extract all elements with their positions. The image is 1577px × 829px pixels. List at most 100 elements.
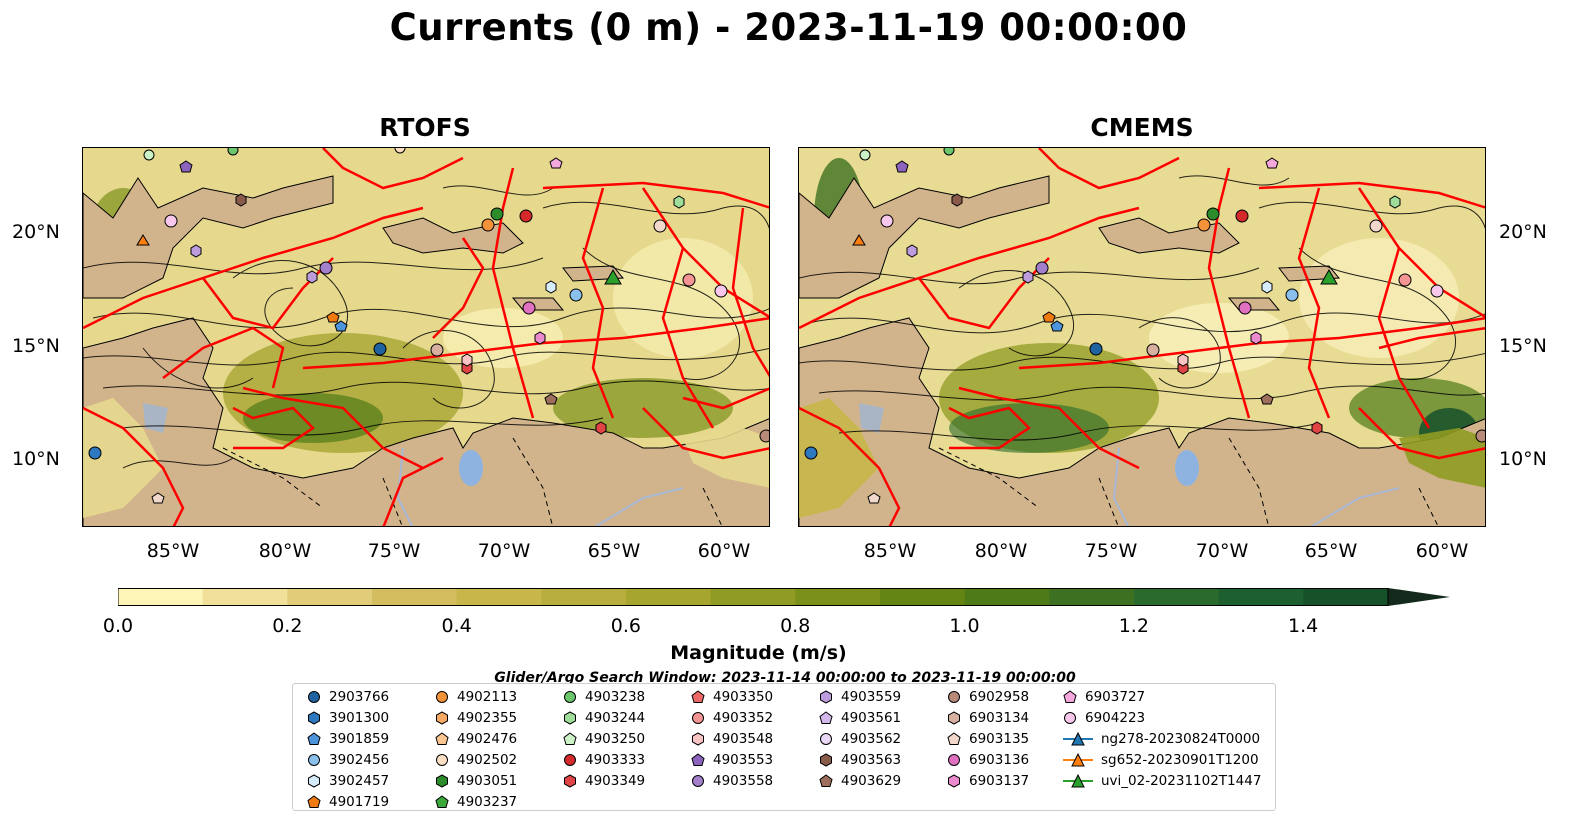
colorbar-segment <box>1049 588 1135 606</box>
pentagon-marker-icon <box>435 731 449 745</box>
legend-item: 4903349 <box>563 770 645 791</box>
legend-item: 4903051 <box>435 770 517 791</box>
legend-label: ng278-20230824T0000 <box>1101 730 1261 747</box>
circle-marker-icon <box>692 711 704 724</box>
lat-tick-label: 20°N <box>1499 221 1547 243</box>
legend-label: 6903134 <box>969 709 1030 726</box>
legend-item: 4902476 <box>435 728 517 749</box>
colorbar-tick-label: 1.0 <box>949 615 980 637</box>
legend-label: 6902958 <box>969 688 1030 705</box>
triangle-line-marker-icon <box>1063 731 1093 745</box>
legend-item: 4902502 <box>435 749 517 770</box>
hexagon-marker-icon <box>436 773 448 788</box>
legend-label: 4903238 <box>585 688 646 705</box>
legend-item: 4903244 <box>563 707 645 728</box>
colorbar-segment <box>118 588 204 606</box>
pentagon-marker-icon <box>819 710 833 724</box>
legend-item: 6903135 <box>947 728 1029 749</box>
colorbar-segment <box>287 588 373 606</box>
legend-item: 4903562 <box>819 728 901 749</box>
panel-title-cmems: CMEMS <box>1090 113 1194 142</box>
pentagon-marker-icon <box>1063 689 1077 703</box>
legend-label: 4902355 <box>457 709 518 726</box>
legend-label: 4902476 <box>457 730 518 747</box>
circle-marker-icon <box>564 690 576 703</box>
legend-label: 4903051 <box>457 772 518 789</box>
legend-label: 6904223 <box>1085 709 1146 726</box>
circle-marker-icon <box>1064 711 1076 724</box>
circle-marker-icon <box>564 753 576 766</box>
legend-item: 6902958 <box>947 686 1029 707</box>
legend-label: 4903559 <box>841 688 902 705</box>
legend-label: 4903561 <box>841 709 902 726</box>
legend-label: 3901300 <box>329 709 390 726</box>
lat-tick-label: 10°N <box>1499 448 1547 470</box>
lon-tick-label: 60°W <box>1415 540 1469 562</box>
pentagon-marker-icon <box>947 731 961 745</box>
map-panel-rtofs[interactable] <box>82 147 770 527</box>
lon-tick-label: 70°W <box>1195 540 1249 562</box>
pentagon-marker-icon <box>435 794 449 808</box>
legend-item: 6904223 <box>1063 707 1261 728</box>
lon-tick-label: 60°W <box>697 540 751 562</box>
lon-tick-label: 75°W <box>367 540 421 562</box>
colorbar-label: Magnitude (m/s) <box>670 642 847 664</box>
hexagon-marker-icon <box>308 710 320 725</box>
circle-marker-icon <box>436 690 448 703</box>
colorbar-tick-label: 1.2 <box>1118 615 1149 637</box>
hexagon-marker-icon <box>436 710 448 725</box>
legend-item: 3901300 <box>307 707 389 728</box>
legend-item: 4902355 <box>435 707 517 728</box>
lon-tick-label: 65°W <box>1304 540 1358 562</box>
legend-label: 6903136 <box>969 751 1030 768</box>
lat-tick-label: 15°N <box>12 335 60 357</box>
legend-label: 4901719 <box>329 793 390 810</box>
legend-item: 4903563 <box>819 749 901 770</box>
legend-label: 4903349 <box>585 772 646 789</box>
circle-marker-icon <box>308 753 320 766</box>
hexagon-marker-icon <box>692 731 704 746</box>
legend-label: 6903135 <box>969 730 1030 747</box>
legend: 2903766 3901300 3901859 3902456 3902457 49017… <box>292 683 1276 811</box>
legend-label: 4903237 <box>457 793 518 810</box>
legend-label: uvi_02-20231102T1447 <box>1101 772 1262 789</box>
hexagon-marker-icon <box>564 710 576 725</box>
map-panel-cmems[interactable] <box>798 147 1486 527</box>
legend-label: 4903562 <box>841 730 902 747</box>
colorbar-segment <box>880 588 966 606</box>
pentagon-marker-icon <box>307 794 321 808</box>
legend-item: 4903333 <box>563 749 645 770</box>
legend-label: 4903558 <box>713 772 774 789</box>
legend-item: 4903548 <box>691 728 773 749</box>
legend-label: 3901859 <box>329 730 390 747</box>
legend-label: sg652-20230901T1200 <box>1101 751 1259 768</box>
triangle-line-marker-icon <box>1063 752 1093 766</box>
colorbar-segment <box>1218 588 1304 606</box>
colorbar <box>118 588 1450 606</box>
lon-tick-label: 75°W <box>1084 540 1138 562</box>
circle-marker-icon <box>948 753 960 766</box>
legend-item: uvi_02-20231102T1447 <box>1063 770 1261 791</box>
legend-item: 4903350 <box>691 686 773 707</box>
lat-tick-label: 20°N <box>12 221 60 243</box>
legend-label: 4903548 <box>713 730 774 747</box>
legend-label: 4902113 <box>457 688 518 705</box>
legend-item: 4903629 <box>819 770 901 791</box>
legend-item: sg652-20230901T1200 <box>1063 749 1261 770</box>
colorbar-segment <box>202 588 288 606</box>
triangle-line-marker-icon <box>1063 773 1093 787</box>
colorbar-segment <box>372 588 458 606</box>
lon-tick-label: 70°W <box>477 540 531 562</box>
legend-label: 4903553 <box>713 751 774 768</box>
pentagon-marker-icon <box>819 773 833 787</box>
legend-label: 2903766 <box>329 688 390 705</box>
colorbar-segment <box>795 588 881 606</box>
pentagon-marker-icon <box>307 731 321 745</box>
legend-item: 3902456 <box>307 749 389 770</box>
lon-tick-label: 85°W <box>146 540 200 562</box>
legend-label: 4903333 <box>585 751 646 768</box>
legend-label: 4903244 <box>585 709 646 726</box>
map-canvas-rtofs <box>83 148 769 526</box>
colorbar-tick-label: 1.4 <box>1287 615 1319 637</box>
legend-label: 6903727 <box>1085 688 1146 705</box>
